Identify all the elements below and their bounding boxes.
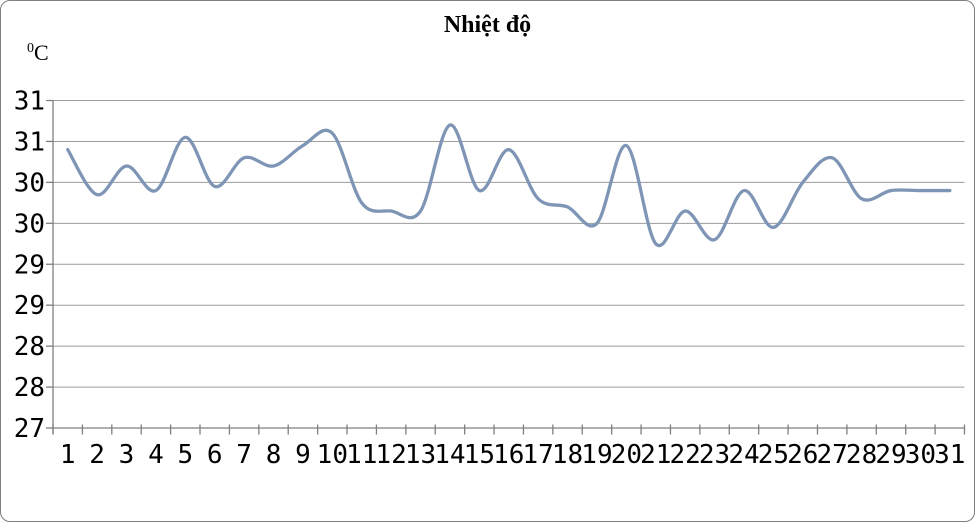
x-tick-label: 6 (207, 440, 223, 470)
x-tick-label: 4 (148, 440, 164, 470)
x-tick-label: 5 (177, 440, 193, 470)
x-tick-label: 1 (60, 440, 76, 470)
y-tick-label: 31 (14, 87, 45, 117)
x-tick-label: 3 (119, 440, 135, 470)
temperature-line (66, 123, 952, 248)
y-tick-label: 30 (14, 209, 45, 239)
y-tick-label: 30 (14, 168, 45, 198)
y-tick-label: 28 (14, 332, 45, 362)
y-tick-label: 29 (14, 291, 45, 321)
x-tick-label: 19 (581, 440, 612, 470)
x-tick-label: 26 (787, 440, 818, 470)
x-tick-label: 31 (934, 440, 965, 470)
y-axis-unit-base: C (34, 40, 49, 65)
x-tick-label: 22 (670, 440, 701, 470)
x-tick-label: 8 (266, 440, 282, 470)
x-tick-label: 2 (89, 440, 105, 470)
x-tick-label: 7 (236, 440, 252, 470)
x-tick-label: 28 (846, 440, 877, 470)
y-tick-label: 31 (14, 127, 45, 157)
y-axis-unit-label: 0C (27, 42, 49, 64)
x-tick-label: 23 (699, 440, 730, 470)
x-tick-label: 16 (493, 440, 524, 470)
x-tick-label: 27 (817, 440, 848, 470)
y-tick-label: 29 (14, 250, 45, 280)
x-tick-label: 25 (758, 440, 789, 470)
x-tick-label: 17 (522, 440, 553, 470)
x-tick-label: 15 (464, 440, 495, 470)
x-tick-label: 10 (317, 440, 348, 470)
x-tick-label: 18 (552, 440, 583, 470)
x-tick-label: 14 (434, 440, 465, 470)
x-tick-label: 21 (640, 440, 671, 470)
x-tick-label: 12 (375, 440, 406, 470)
y-tick-label: 28 (14, 373, 45, 403)
x-tick-label: 9 (295, 440, 311, 470)
x-tick-label: 13 (405, 440, 436, 470)
chart-title: Nhiệt độ (443, 12, 532, 38)
y-tick-label: 27 (14, 414, 45, 444)
x-tick-label: 30 (905, 440, 936, 470)
y-axis-unit-superscript: 0 (27, 41, 34, 56)
x-tick-label: 11 (346, 440, 377, 470)
x-tick-label: 29 (875, 440, 906, 470)
x-tick-label: 24 (728, 440, 759, 470)
x-tick-label: 20 (611, 440, 642, 470)
